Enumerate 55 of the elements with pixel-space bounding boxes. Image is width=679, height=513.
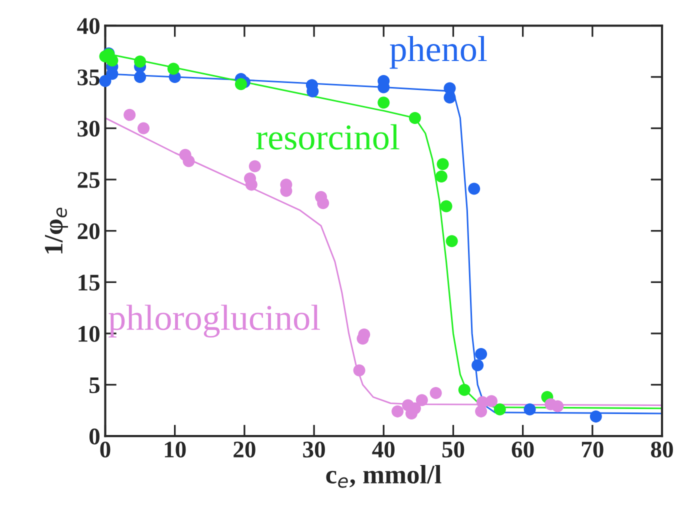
point	[590, 410, 602, 423]
point	[440, 200, 452, 212]
point	[436, 158, 449, 170]
y-tick-label: 20	[78, 223, 100, 240]
y-tick-label: 30	[78, 120, 100, 137]
point	[106, 54, 118, 67]
point	[458, 384, 470, 396]
x-tick-label: 0	[100, 442, 110, 458]
point	[124, 108, 136, 121]
x-axis-title: c$_{e}$, mmol/l	[326, 464, 442, 488]
point	[494, 403, 506, 416]
x-tick-label: 40	[372, 442, 395, 458]
point	[99, 75, 112, 88]
point	[435, 170, 448, 182]
point	[446, 235, 458, 248]
point	[472, 359, 484, 372]
x-tick-label: 30	[303, 442, 325, 458]
y-tick-label: 15	[78, 274, 100, 291]
point	[317, 197, 330, 210]
point	[353, 364, 366, 376]
series-label: resorcinol	[256, 124, 400, 150]
point	[408, 112, 421, 124]
point	[182, 155, 195, 168]
series-label: phenol	[390, 36, 487, 69]
point	[475, 348, 488, 360]
point	[444, 91, 456, 104]
x-tick-label: 10	[164, 442, 186, 458]
point	[248, 160, 261, 172]
y-tick-label: 25	[78, 172, 100, 188]
x-tick-label: 80	[651, 442, 673, 458]
point	[416, 394, 428, 406]
point	[468, 182, 480, 195]
point	[167, 62, 180, 75]
point	[138, 122, 150, 134]
y-tick-label: 35	[78, 70, 100, 86]
point	[134, 56, 146, 68]
point	[392, 405, 404, 418]
x-tick-label: 70	[582, 442, 604, 458]
point	[552, 400, 564, 412]
point	[234, 78, 247, 90]
series-label: phloroglucinol	[108, 304, 320, 338]
y-tick-label: 10	[78, 326, 100, 342]
point	[245, 178, 258, 191]
y-tick-label: 0	[89, 428, 100, 444]
point	[378, 96, 390, 109]
y-tick-label: 5	[90, 377, 100, 394]
point	[430, 386, 442, 399]
y-axis-title: 1/φ$_{e}$	[44, 208, 68, 254]
x-tick-label: 60	[512, 442, 534, 458]
y-tick-label: 40	[77, 18, 100, 34]
x-tick-label: 20	[234, 442, 256, 458]
point	[524, 403, 536, 416]
point	[485, 395, 498, 408]
point	[134, 70, 146, 83]
x-tick-label: 50	[442, 442, 464, 458]
